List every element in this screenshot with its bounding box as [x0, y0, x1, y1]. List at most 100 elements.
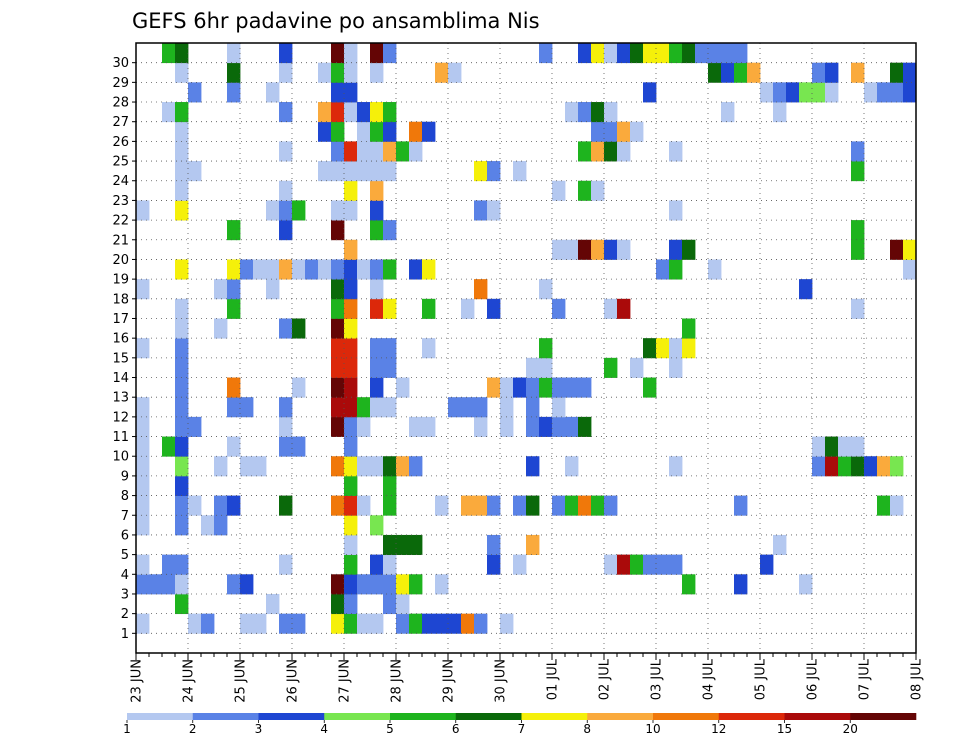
x-tick-label: 05 JUL: [754, 658, 769, 700]
colorbar-segment: [587, 713, 654, 720]
precip-cell: [617, 298, 631, 319]
precip-cell: [565, 456, 579, 477]
precip-cell: [669, 357, 683, 378]
precip-cell: [383, 495, 397, 516]
precip-cell: [474, 495, 488, 516]
precip-cell: [370, 141, 384, 162]
colorbar-label: 3: [255, 722, 263, 736]
precip-cell: [578, 141, 592, 162]
precip-cell: [149, 574, 163, 595]
precip-cell: [188, 416, 202, 437]
precip-cell: [383, 43, 397, 64]
precip-cell: [383, 161, 397, 182]
precip-cell: [370, 515, 384, 536]
precip-cell: [136, 475, 150, 496]
precip-cell: [279, 43, 293, 64]
precip-cell: [773, 534, 787, 556]
precip-cell: [487, 200, 501, 221]
precip-cell: [240, 574, 254, 595]
precip-cell: [331, 338, 345, 359]
x-tick-label: 28 JUN: [390, 659, 405, 703]
precip-cell: [175, 357, 189, 378]
precip-cell: [851, 141, 865, 162]
precip-cell: [617, 121, 631, 142]
precip-cell: [344, 534, 358, 556]
y-tick-label: 1: [121, 627, 129, 642]
precip-cell: [370, 279, 384, 300]
precip-cell: [136, 554, 150, 575]
precip-cell: [305, 259, 319, 280]
precip-cell: [539, 377, 553, 398]
precip-cell: [279, 318, 293, 339]
precip-cell: [474, 200, 488, 221]
precip-cell: [370, 456, 384, 477]
precip-cell: [604, 495, 618, 516]
precip-cell: [383, 259, 397, 280]
precip-cell: [279, 141, 293, 162]
precip-cell: [591, 43, 605, 64]
y-tick-label: 2: [121, 607, 129, 622]
y-tick-label: 30: [112, 56, 129, 71]
precip-cell: [292, 377, 306, 398]
precip-cell: [552, 495, 566, 516]
precip-cell: [526, 377, 540, 398]
precip-cell: [721, 62, 735, 83]
precip-cell: [370, 62, 384, 83]
y-tick-label: 17: [112, 312, 129, 327]
precip-cell: [331, 220, 345, 241]
precip-cell: [344, 475, 358, 496]
precip-cell: [513, 377, 527, 398]
precip-cell: [578, 416, 592, 437]
precip-cell: [786, 82, 800, 103]
precip-cell: [396, 593, 410, 615]
precip-cell: [175, 338, 189, 359]
precip-cell: [409, 574, 423, 595]
precip-cell: [630, 43, 644, 64]
precip-cell: [344, 377, 358, 398]
y-axis: 1234567891011121314151617181920212223242…: [112, 56, 136, 642]
y-tick-label: 14: [112, 371, 129, 386]
precip-cell: [409, 456, 423, 477]
precip-cell: [370, 377, 384, 398]
precip-cell: [383, 102, 397, 123]
precip-cell: [383, 593, 397, 615]
precip-cell: [734, 43, 748, 64]
precip-cell: [669, 43, 683, 64]
y-tick-label: 12: [112, 410, 129, 425]
precip-cell: [357, 574, 371, 595]
precip-cell: [890, 495, 904, 516]
precip-cell: [734, 62, 748, 83]
precip-cell: [734, 574, 748, 595]
precip-cell: [253, 456, 267, 477]
precip-cell: [175, 554, 189, 575]
precip-cell: [227, 82, 241, 103]
precip-cell: [357, 456, 371, 477]
precip-cell: [344, 82, 358, 103]
y-tick-label: 4: [121, 568, 129, 583]
precip-cell: [409, 141, 423, 162]
precip-cell: [838, 436, 852, 457]
precip-cell: [864, 456, 878, 477]
precip-cell: [591, 102, 605, 123]
precip-cell: [604, 554, 618, 575]
precip-cell: [201, 613, 215, 634]
precip-cell: [383, 456, 397, 477]
precip-cell: [591, 121, 605, 142]
precip-cell: [474, 416, 488, 437]
precip-cell: [292, 259, 306, 280]
precip-cell: [396, 141, 410, 162]
precip-cell: [552, 298, 566, 319]
precip-cell: [175, 436, 189, 457]
precip-cell: [344, 436, 358, 457]
precip-cell: [175, 62, 189, 83]
x-tick-label: 02 JUL: [598, 658, 613, 700]
precip-cell: [344, 495, 358, 516]
precip-cell: [136, 397, 150, 418]
precip-cell: [669, 259, 683, 280]
precip-cell: [175, 180, 189, 201]
precip-cell: [175, 456, 189, 477]
precip-cell: [747, 62, 761, 83]
precip-cell: [487, 161, 501, 182]
precip-cell: [617, 141, 631, 162]
precip-cell: [344, 338, 358, 359]
